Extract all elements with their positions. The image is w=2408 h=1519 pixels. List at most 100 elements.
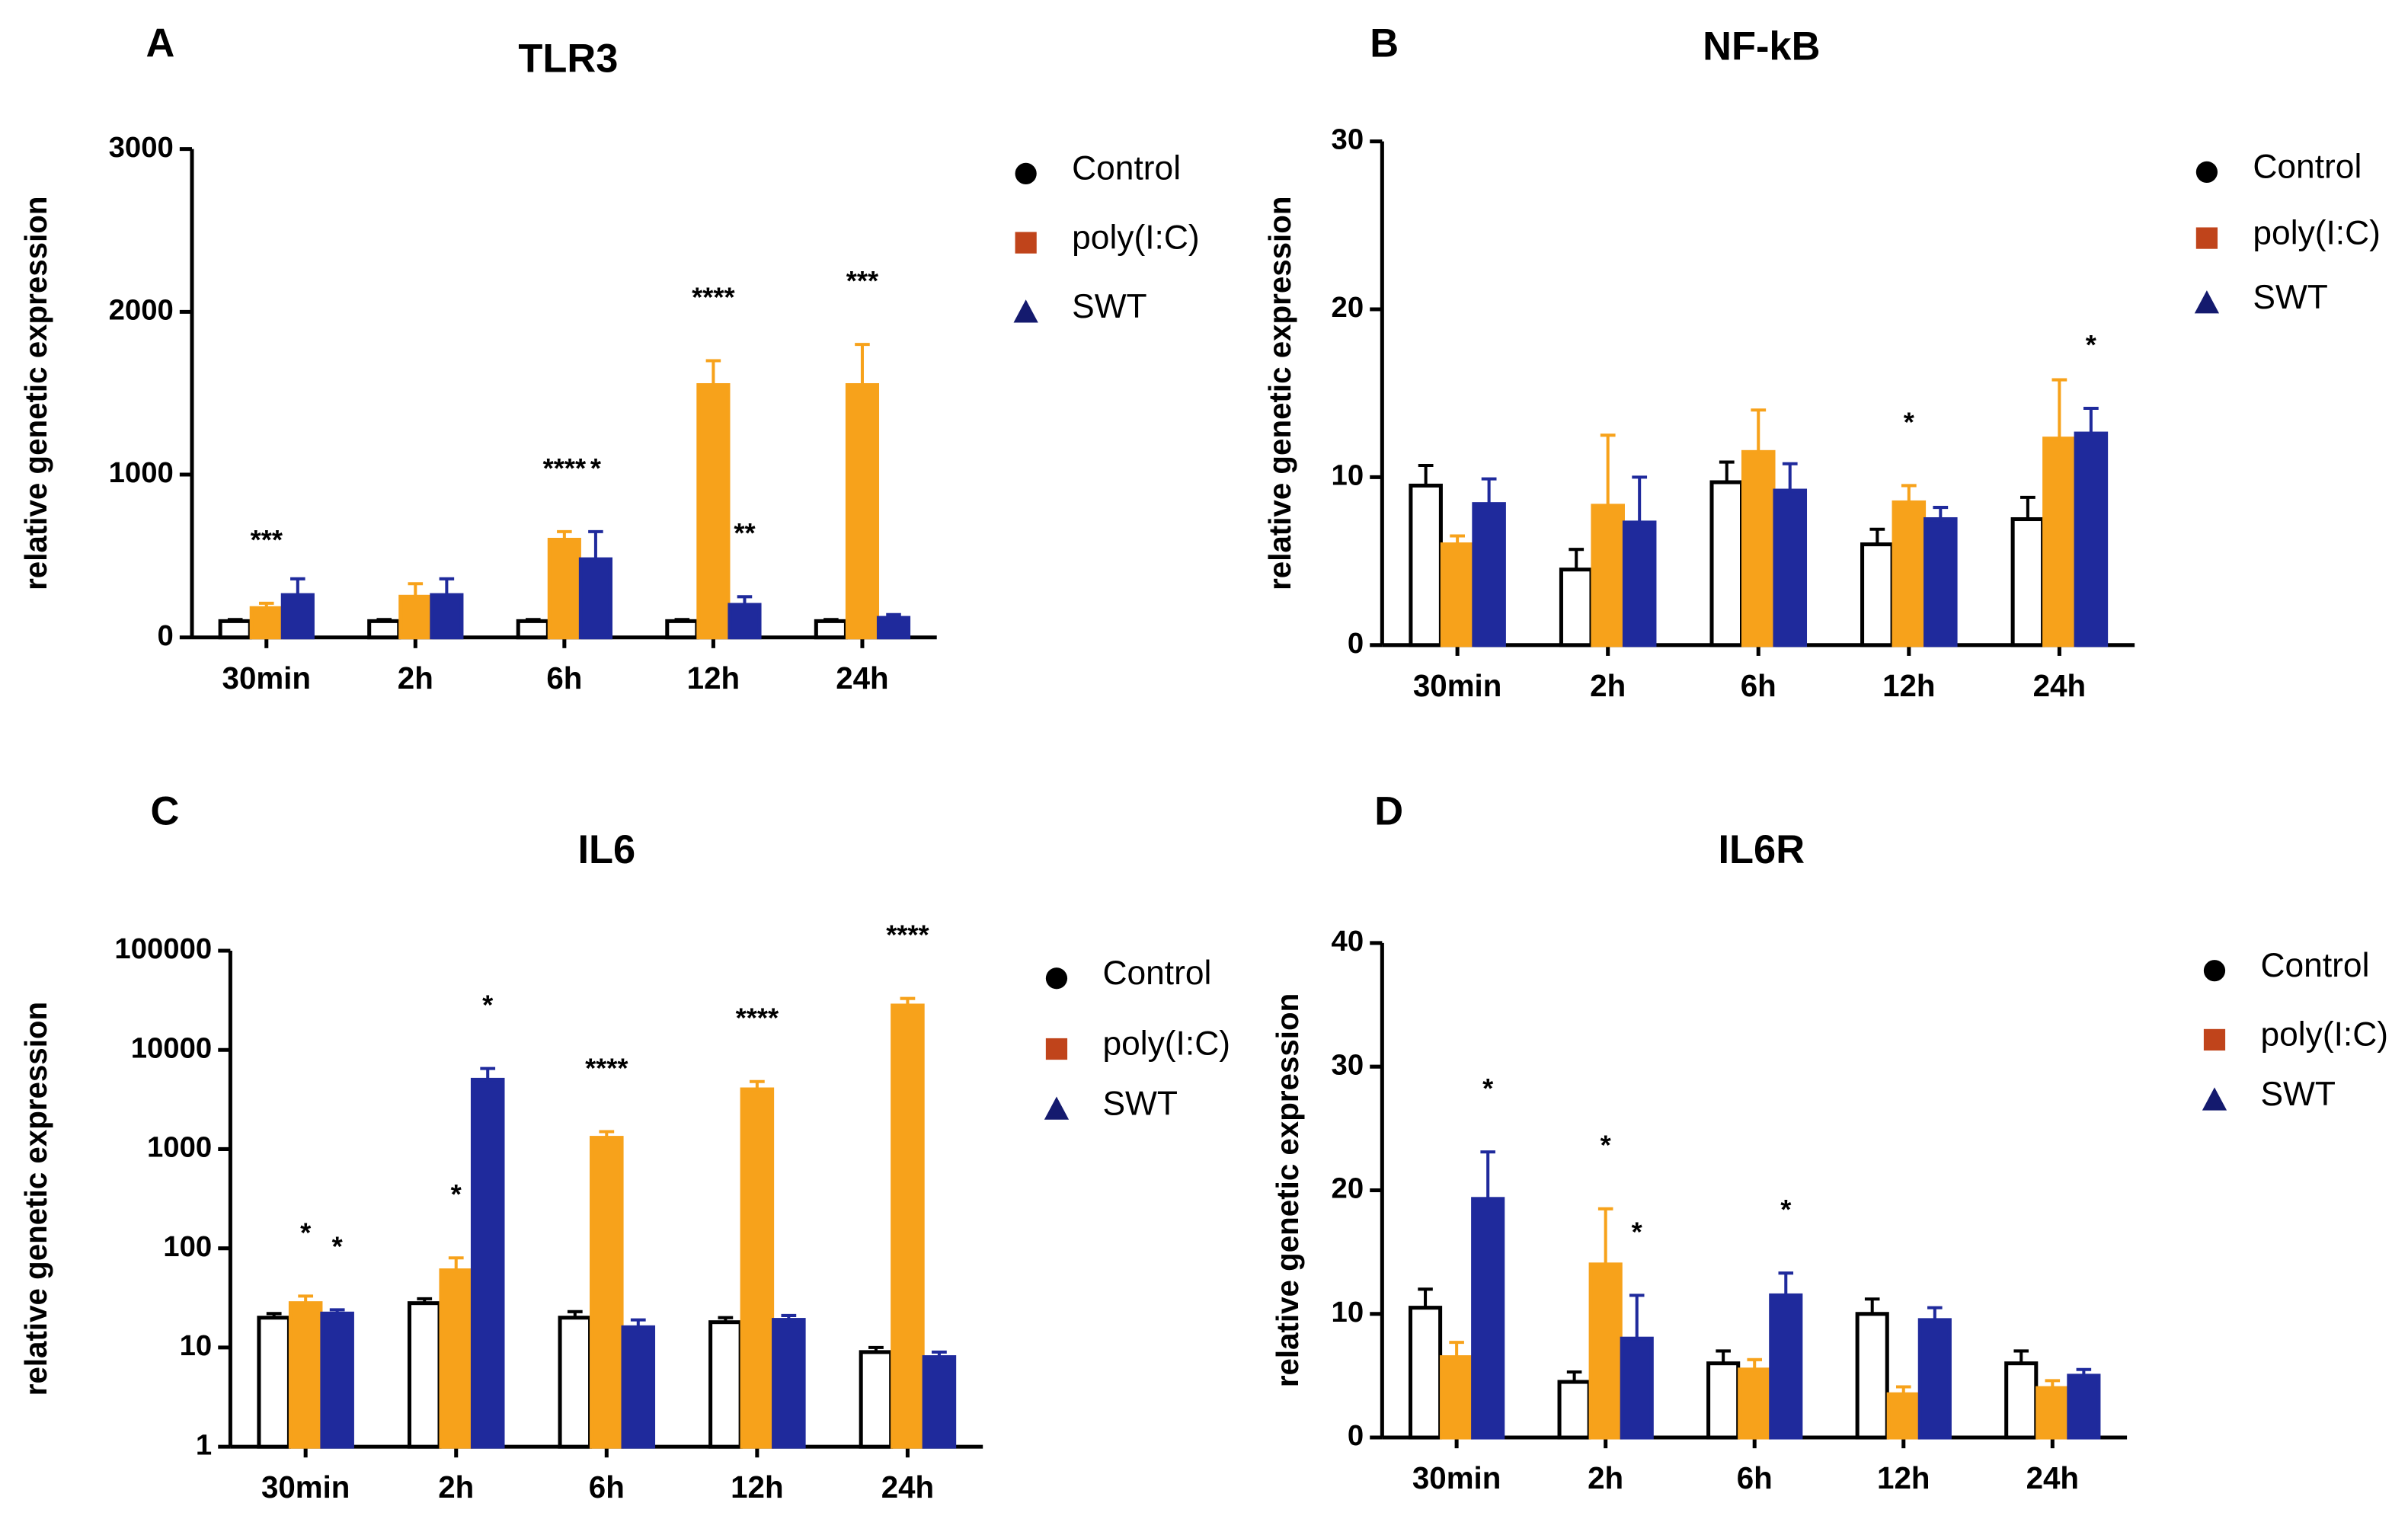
error-bar bbox=[1901, 484, 1917, 503]
y-tick-label: 3000 bbox=[109, 131, 174, 164]
bar bbox=[621, 1325, 656, 1449]
error-bar bbox=[1719, 460, 1735, 483]
legend-marker bbox=[2195, 161, 2218, 184]
significance: *** bbox=[251, 524, 283, 555]
error-bar bbox=[258, 601, 274, 609]
x-tick-label: 24h bbox=[2033, 669, 2086, 703]
error-bar bbox=[2020, 495, 2035, 520]
error-bar bbox=[855, 343, 870, 385]
bar bbox=[218, 619, 252, 640]
error-bar bbox=[1480, 1150, 1495, 1199]
bar bbox=[1892, 500, 1927, 648]
y-tick-label: 0 bbox=[1348, 1419, 1364, 1452]
significance: * bbox=[1780, 1194, 1792, 1225]
bar bbox=[516, 619, 550, 640]
significance: **** bbox=[736, 1003, 779, 1034]
legend-label: SWT bbox=[2253, 279, 2328, 316]
significance: **** bbox=[692, 281, 735, 312]
error-bar bbox=[749, 1079, 765, 1090]
error-bar bbox=[408, 582, 424, 597]
x-tick-label: 2h bbox=[1588, 1461, 1623, 1495]
x-tick-label: 6h bbox=[1741, 669, 1776, 703]
bar bbox=[590, 1136, 624, 1449]
significance: * bbox=[590, 453, 602, 484]
error-bar bbox=[1778, 1271, 1794, 1296]
bar bbox=[558, 1316, 593, 1449]
error-bar bbox=[781, 1313, 797, 1320]
error-bar bbox=[1481, 477, 1497, 504]
y-tick-label: 10 bbox=[1332, 1296, 1364, 1329]
legend-label: Control bbox=[2253, 149, 2362, 186]
significance: *** bbox=[846, 265, 879, 296]
x-tick-label: 6h bbox=[546, 661, 582, 696]
bar bbox=[1622, 520, 1657, 648]
bar bbox=[1559, 568, 1594, 648]
error-bar bbox=[2083, 407, 2099, 434]
legend-label: poly(I:C) bbox=[2253, 214, 2381, 251]
error-bar bbox=[1449, 1341, 1464, 1358]
bar bbox=[407, 1301, 442, 1449]
legend-label: Control bbox=[1102, 955, 1211, 992]
bar bbox=[288, 1301, 323, 1449]
x-tick-label: 12h bbox=[1882, 669, 1935, 703]
bar bbox=[249, 606, 283, 640]
error-bar bbox=[588, 529, 603, 560]
error-bar bbox=[1450, 534, 1466, 545]
bar bbox=[1706, 1361, 1741, 1440]
y-tick-label: 2000 bbox=[109, 293, 174, 326]
y-tick-label: 10 bbox=[180, 1329, 213, 1362]
error-bar bbox=[1597, 1207, 1613, 1265]
chart-title: IL6R bbox=[1718, 828, 1805, 872]
bar bbox=[470, 1077, 505, 1449]
x-tick-label: 24h bbox=[836, 661, 888, 696]
x-tick-label: 2h bbox=[438, 1470, 474, 1505]
bar bbox=[1769, 1293, 1803, 1440]
bar bbox=[1557, 1380, 1591, 1440]
x-tick-label: 2h bbox=[398, 661, 433, 696]
x-tick-label: 6h bbox=[589, 1470, 625, 1505]
significance: * bbox=[1601, 1130, 1612, 1161]
bar bbox=[320, 1311, 354, 1449]
bar bbox=[1440, 542, 1475, 648]
error-bar bbox=[705, 359, 721, 385]
error-bar bbox=[557, 529, 572, 540]
x-tick-label: 6h bbox=[1737, 1461, 1773, 1495]
error-bar bbox=[1869, 527, 1885, 545]
bar bbox=[1409, 483, 1443, 648]
error-bar bbox=[1864, 1297, 1880, 1314]
error-bar bbox=[1751, 408, 1767, 453]
bar bbox=[2067, 1373, 2101, 1440]
error-bar bbox=[526, 618, 541, 622]
bar bbox=[1738, 1367, 1772, 1440]
bar bbox=[1773, 488, 1808, 648]
error-bar bbox=[2013, 1349, 2029, 1364]
bar bbox=[2004, 1361, 2039, 1440]
error-bar bbox=[886, 612, 901, 619]
x-tick-label: 30min bbox=[1412, 1461, 1501, 1495]
y-tick-label: 1000 bbox=[147, 1131, 212, 1164]
panel-letter: C bbox=[151, 789, 180, 833]
panel-letter: B bbox=[1370, 21, 1399, 66]
y-tick-label: 1000 bbox=[109, 456, 174, 489]
error-bar bbox=[823, 618, 839, 622]
legend-label: poly(I:C) bbox=[2260, 1016, 2388, 1054]
y-tick-label: 0 bbox=[1348, 627, 1364, 660]
legend-label: SWT bbox=[1072, 288, 1147, 325]
y-axis-label: relative genetic expression bbox=[19, 1002, 53, 1396]
error-bar bbox=[290, 577, 305, 596]
legend-marker bbox=[1013, 299, 1038, 323]
error-bar bbox=[1895, 1385, 1911, 1395]
bar bbox=[1917, 1318, 1952, 1440]
legend-label: poly(I:C) bbox=[1102, 1025, 1230, 1063]
error-bar bbox=[227, 618, 243, 622]
x-tick-label: 12h bbox=[687, 661, 740, 696]
panel-letter: A bbox=[146, 21, 175, 66]
y-axis-label: relative genetic expression bbox=[1263, 197, 1297, 590]
x-tick-label: 2h bbox=[1590, 669, 1626, 703]
error-bar bbox=[1933, 506, 1949, 520]
x-tick-label: 30min bbox=[222, 661, 311, 696]
x-tick-label: 12h bbox=[731, 1470, 783, 1505]
x-tick-label: 24h bbox=[881, 1470, 934, 1505]
y-tick-label: 1 bbox=[196, 1428, 212, 1461]
